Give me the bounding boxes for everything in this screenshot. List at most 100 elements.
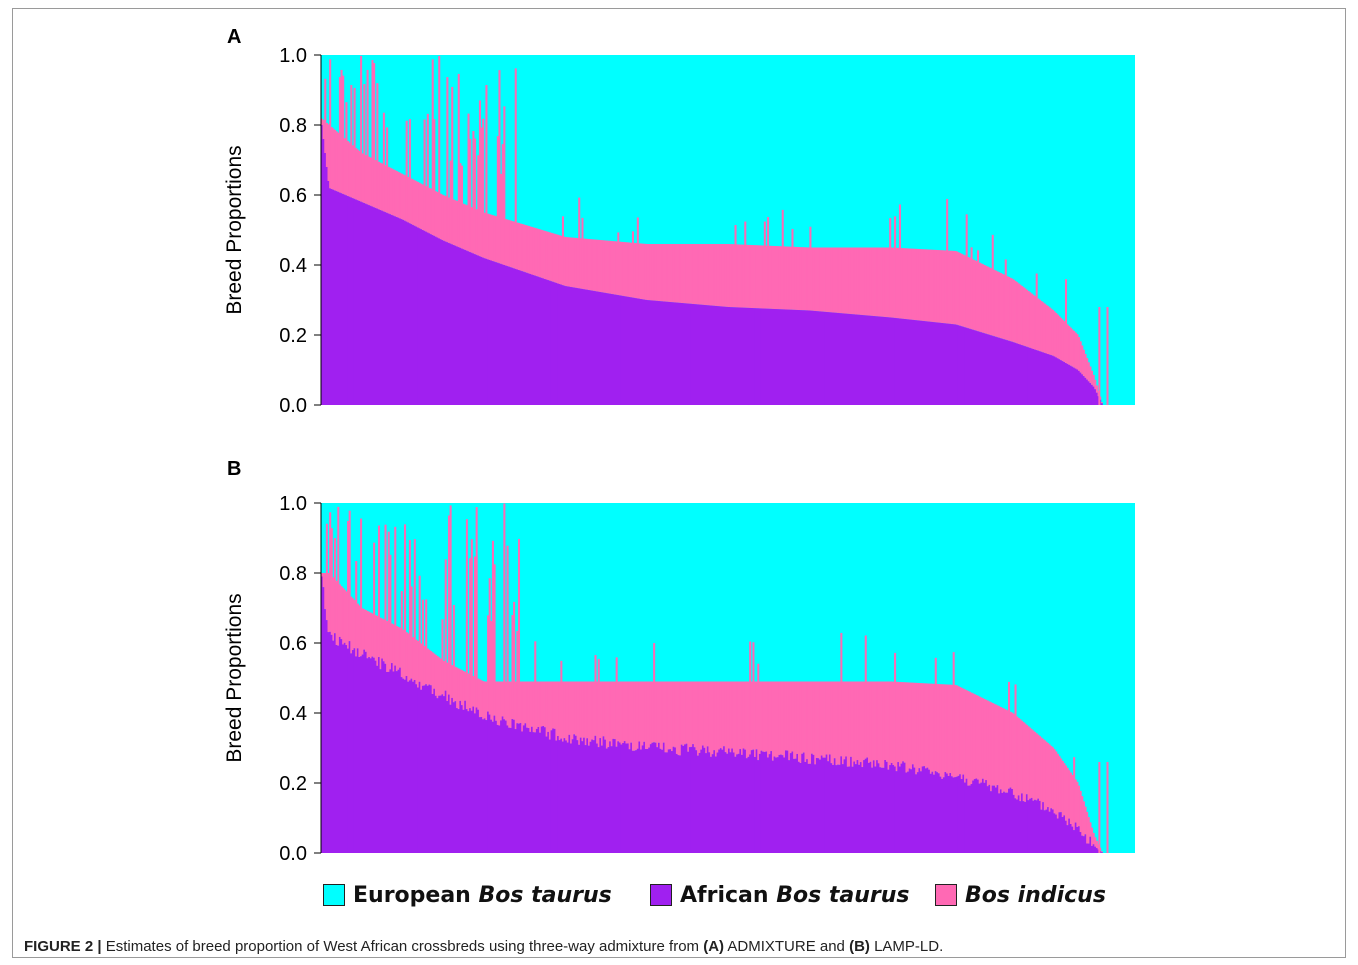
bar-african-bos-taurus [391, 214, 394, 405]
bar-african-bos-taurus [841, 313, 844, 405]
bar-african-bos-taurus [705, 753, 708, 853]
bar-bos-indicus [778, 246, 781, 310]
bar-bos-indicus [643, 243, 646, 300]
bar-african-bos-taurus [928, 321, 931, 405]
bar-bos-indicus [1027, 726, 1030, 801]
bar-bos-indicus [491, 215, 494, 262]
bar-bos-indicus [828, 247, 831, 313]
y-tick-label: 0.8 [279, 115, 307, 137]
bar-african-bos-taurus [820, 311, 823, 405]
bar-bos-indicus [876, 247, 879, 317]
bar-african-bos-taurus [1091, 845, 1094, 853]
bar-bos-indicus [817, 681, 820, 759]
bar-african-bos-taurus [1069, 824, 1072, 853]
bar-african-bos-taurus [355, 199, 358, 405]
bar-african-bos-taurus [700, 749, 703, 853]
bar-bos-indicus [780, 246, 783, 310]
bar-african-bos-taurus [833, 312, 836, 405]
bar-african-bos-taurus [612, 738, 615, 853]
bar-bos-indicus [747, 681, 750, 757]
bar-bos-indicus [752, 642, 755, 750]
bar-african-bos-taurus [557, 283, 560, 405]
bar-bos-indicus [1091, 827, 1094, 846]
bar-bos-indicus [1045, 741, 1048, 810]
bar-bos-indicus [514, 681, 517, 730]
bar-bos-indicus [688, 244, 691, 304]
bar-african-bos-taurus [902, 761, 905, 853]
bar-bos-indicus [955, 251, 958, 325]
bar-bos-indicus [939, 684, 942, 777]
bar-bos-indicus [760, 681, 763, 751]
bar-african-bos-taurus [517, 270, 521, 405]
bar-african-bos-taurus [894, 766, 897, 853]
bar-african-bos-taurus [907, 771, 910, 853]
bar-bos-indicus [854, 247, 858, 315]
bar-african-bos-taurus [587, 745, 591, 853]
bar-african-bos-taurus [1068, 818, 1071, 853]
bar-bos-indicus [822, 247, 825, 312]
bar-bos-indicus [789, 681, 792, 754]
bar-african-bos-taurus [324, 609, 327, 853]
bar-african-bos-taurus [680, 744, 683, 853]
bar-bos-indicus [894, 216, 897, 318]
bar-bos-indicus [337, 506, 340, 646]
bar-bos-indicus [869, 681, 872, 762]
bar-bos-indicus [1019, 719, 1022, 802]
bar-african-bos-taurus [599, 738, 602, 853]
bar-african-bos-taurus [610, 746, 613, 853]
bar-bos-indicus [843, 247, 846, 314]
bar-african-bos-taurus [381, 210, 384, 405]
bar-bos-indicus [809, 226, 812, 311]
bar-bos-indicus [981, 264, 984, 333]
bar-african-bos-taurus [822, 757, 825, 853]
bar-bos-indicus [711, 244, 714, 306]
bar-bos-indicus [503, 106, 506, 266]
bar-african-bos-taurus [605, 293, 608, 405]
bar-bos-indicus [601, 681, 604, 746]
bar-african-bos-taurus [977, 779, 980, 853]
bar-african-bos-taurus [962, 326, 965, 405]
bar-bos-indicus [780, 681, 783, 755]
bar-african-bos-taurus [802, 310, 805, 405]
bar-bos-indicus [685, 681, 688, 744]
bar-bos-indicus [1092, 374, 1095, 387]
bar-bos-indicus [928, 683, 931, 770]
bar-bos-indicus [981, 698, 984, 779]
bar-african-bos-taurus [596, 743, 599, 853]
bar-african-bos-taurus [553, 728, 556, 853]
bar-african-bos-taurus [389, 214, 392, 405]
bar-african-bos-taurus [749, 307, 752, 405]
bar-african-bos-taurus [894, 317, 897, 405]
bar-african-bos-taurus [1004, 339, 1007, 405]
bar-african-bos-taurus [954, 777, 957, 853]
bar-bos-indicus [708, 244, 711, 306]
bar-bos-indicus [612, 681, 615, 739]
bar-bos-indicus [853, 681, 856, 762]
bar-african-bos-taurus [407, 222, 410, 405]
bar-bos-indicus [477, 155, 480, 256]
bar-bos-indicus [1021, 285, 1024, 346]
bar-bos-indicus [560, 235, 563, 285]
bar-bos-indicus [944, 684, 947, 773]
bar-african-bos-taurus [548, 739, 551, 853]
bar-african-bos-taurus [570, 286, 573, 405]
bar-african-bos-taurus [856, 760, 859, 853]
bar-african-bos-taurus [942, 777, 945, 853]
bar-bos-indicus [988, 267, 991, 335]
bar-bos-indicus [480, 127, 483, 257]
bar-bos-indicus [353, 600, 356, 649]
bar-african-bos-taurus [444, 241, 447, 405]
bar-african-bos-taurus [866, 315, 869, 405]
bar-bos-indicus [1058, 756, 1061, 813]
bar-bos-indicus [517, 223, 521, 271]
bar-african-bos-taurus [983, 333, 986, 405]
bar-african-bos-taurus [960, 326, 963, 405]
bar-african-bos-taurus [868, 762, 871, 853]
bar-african-bos-taurus [734, 307, 737, 405]
bar-bos-indicus [1084, 806, 1087, 835]
bar-bos-indicus [327, 124, 330, 181]
bar-african-bos-taurus [547, 280, 550, 405]
bar-bos-indicus [705, 681, 708, 754]
bar-bos-indicus [659, 244, 662, 302]
bar-african-bos-taurus [581, 288, 584, 405]
